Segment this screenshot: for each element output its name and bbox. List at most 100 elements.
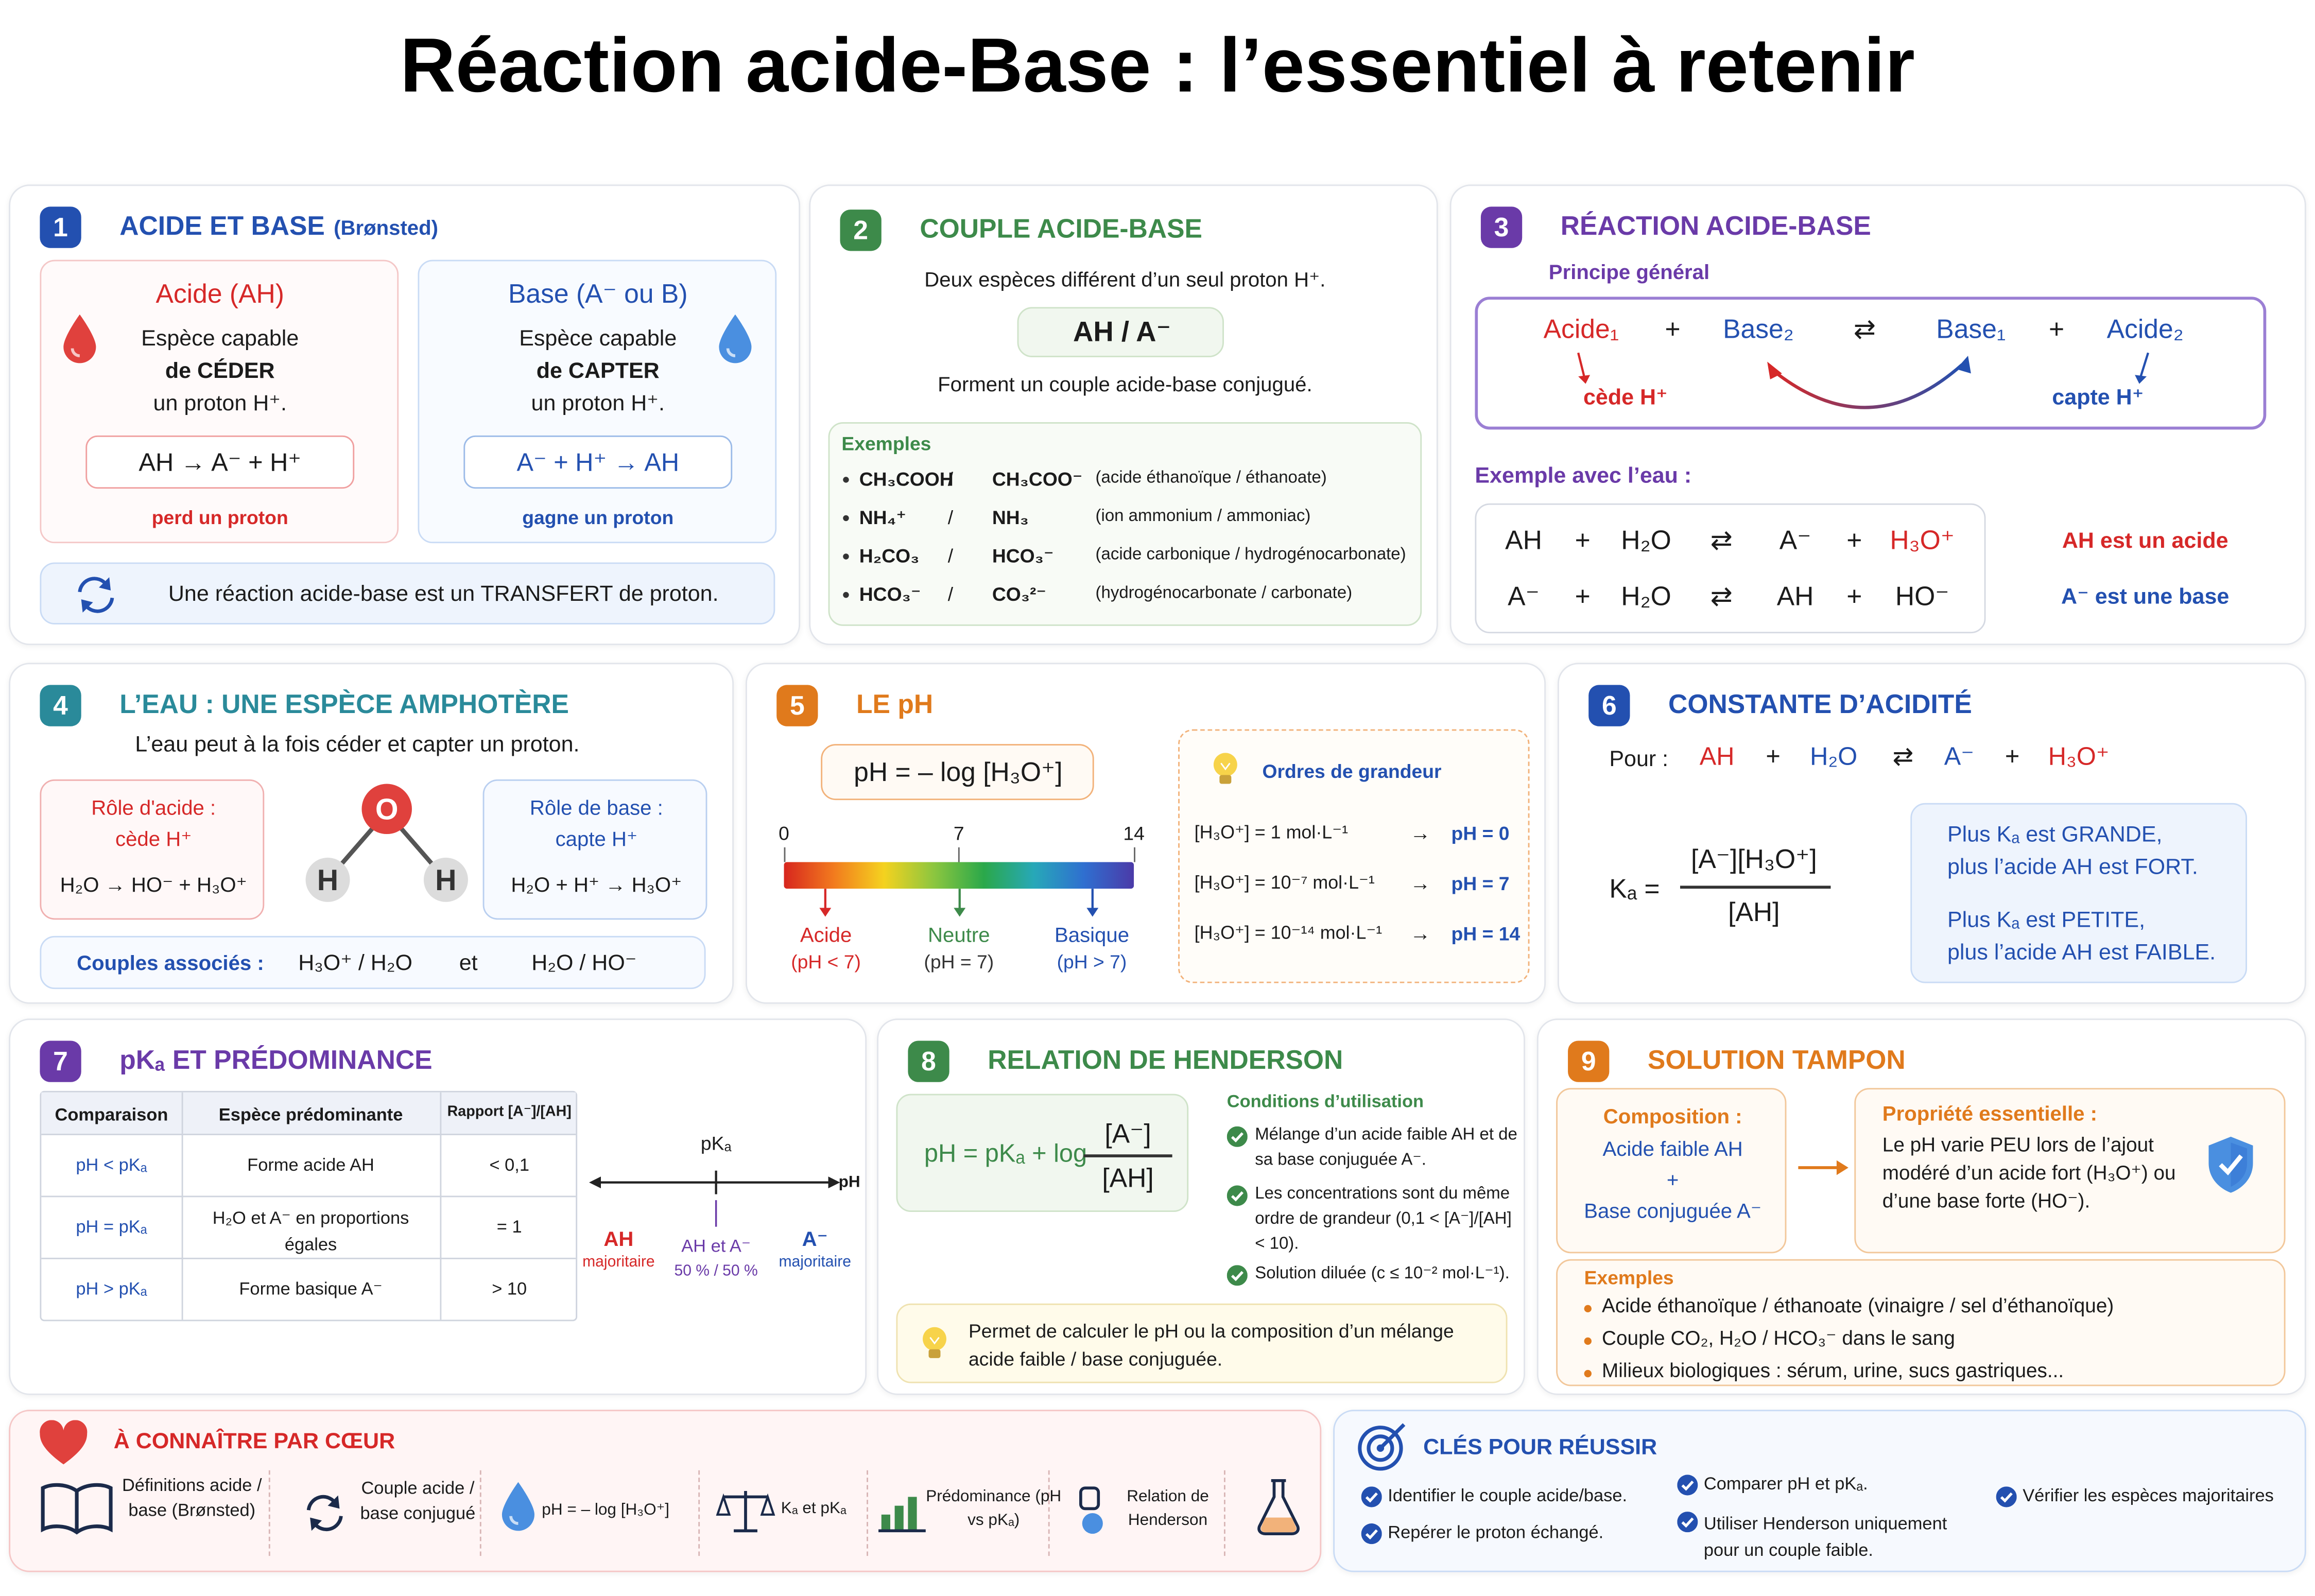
tick <box>958 847 960 862</box>
example-note: (acide éthanoïque / éthanoate) <box>1095 469 1327 488</box>
path <box>716 1493 775 1516</box>
memo-item: Prédominance (pH vs pKₐ) <box>926 1488 1062 1530</box>
note: A⁻ est une base <box>2061 584 2230 610</box>
svg <box>1361 1523 1382 1545</box>
role-action: capte H⁺ <box>555 826 638 851</box>
denominator: [AH] <box>1728 897 1780 927</box>
equation-term: Acide₂ <box>2106 314 2184 344</box>
table-cell: pH > pKₐ <box>76 1278 147 1299</box>
formula: pH = – log [H₃O⁺] <box>854 757 1063 787</box>
bullet <box>1584 1369 1592 1378</box>
examples-box: Exemples CH₃COOH / CH₃COO⁻ (acide éthanoïque… <box>828 422 1422 626</box>
atom: H <box>317 865 339 898</box>
conditions-title: Conditions d’utilisation <box>1226 1090 1424 1112</box>
takes: capte H⁺ <box>2052 385 2144 411</box>
arrow: → <box>1410 821 1431 845</box>
couple: H₃O⁺ / H₂O <box>298 950 413 976</box>
bulb-icon <box>915 1323 954 1364</box>
svg <box>1079 1486 1103 1534</box>
base: CO₃²⁻ <box>992 583 1047 605</box>
path <box>41 1483 113 1535</box>
table-rule <box>181 1092 183 1320</box>
panel: 3 RÉACTION ACIDE-BASE Principe général Aci… <box>1449 184 2306 646</box>
equation-term: ⇄ <box>1710 525 1733 556</box>
circle <box>923 1327 946 1351</box>
example: Couple CO₂, H₂O / HCO₃⁻ dans le sang <box>1602 1327 1955 1349</box>
example-box: AH + H₂O ⇄ A⁻ + H₃O⁺ A⁻ + H₂O ⇄ AH + HO⁻ <box>1475 503 1986 634</box>
examples-box: Exemples Acide éthanoïque / éthanoate (vi… <box>1556 1259 2286 1386</box>
polygon <box>2135 375 2147 384</box>
path <box>1220 762 1231 771</box>
concentration: [H₃O⁺] = 10⁻⁷ mol·L⁻¹ <box>1194 872 1375 893</box>
intro: L’eau peut à la fois céder et capter un … <box>135 732 580 757</box>
example-note: (ion ammonium / ammoniac) <box>1095 508 1311 526</box>
property-text: Le pH varie PEU lors de l’ajout modéré d… <box>1882 1134 2176 1212</box>
circle <box>1361 1523 1382 1545</box>
base: HCO₃⁻ <box>992 545 1054 567</box>
drop-icon <box>715 311 756 368</box>
panel: 8 RELATION DE HENDERSON pH = pKₐ + log [A⁻]… <box>877 1018 1525 1395</box>
circle <box>1213 753 1237 777</box>
section-title: CONSTANTE D’ACIDITÉ <box>1668 689 1972 719</box>
check-icon <box>1226 1265 1248 1286</box>
memo-item: Définitions acide / base (Brønsted) <box>122 1474 262 1521</box>
equation-term: + <box>2005 742 2020 771</box>
example: Acide éthanoïque / éthanoate (vinaigre /… <box>1602 1294 2114 1317</box>
polyline <box>1681 1480 1694 1491</box>
polygon <box>327 1495 340 1509</box>
section-title: LE pH <box>856 689 934 719</box>
bullet <box>843 515 849 522</box>
svg <box>41 1483 113 1535</box>
polygon <box>828 1176 840 1189</box>
memo-item: Relation de Henderson <box>1127 1488 1209 1530</box>
concentration: [H₃O⁺] = 1 mol·L⁻¹ <box>1194 822 1349 843</box>
svg <box>40 1420 88 1465</box>
panel: 7 pKₐ ET PRÉDOMINANCE Comparaison Espèce pr… <box>9 1018 867 1395</box>
principle-box: Acide₁ + Base₂ ⇄ Base₁ + Acide₂ cède H⁺ capte H⁺ <box>1475 297 2267 430</box>
zone-name: Neutre <box>928 923 990 946</box>
table-rule <box>440 1092 442 1320</box>
fraction-bar <box>1083 1154 1172 1157</box>
summary-text: Une réaction acide-base est un TRANSFERT… <box>168 581 719 607</box>
bulb-icon <box>1206 749 1245 787</box>
svg <box>78 577 114 613</box>
table-rule <box>41 1257 576 1259</box>
circle <box>1082 1513 1103 1534</box>
rule: plus l’acide AH est FORT. <box>1947 855 2198 880</box>
card-text: de CAPTER <box>536 358 660 384</box>
separator <box>867 1470 868 1556</box>
heart-icon <box>37 1420 90 1467</box>
conclusion: Forment un couple acide-base conjugué. <box>938 372 1312 396</box>
path <box>78 577 108 593</box>
equation-term: + <box>1766 742 1781 771</box>
equation-term: ⇄ <box>1710 581 1733 612</box>
polyline <box>1365 1492 1378 1503</box>
numerator: [A⁻] <box>1104 1119 1151 1149</box>
svg <box>1798 1160 1848 1175</box>
check-icon <box>1226 1126 1248 1147</box>
line <box>1577 352 1585 377</box>
section-header: ACIDE ET BASE (Brønsted) <box>119 211 438 242</box>
key-item: Identifier le couple acide/base. <box>1388 1485 1628 1506</box>
zone-range: (pH = 7) <box>924 950 994 973</box>
separator: / <box>947 467 954 490</box>
check-icon <box>1677 1512 1698 1533</box>
equation-term: H₂O <box>1621 525 1671 556</box>
path <box>1260 1517 1297 1533</box>
equation-term: H₂O <box>1810 742 1858 771</box>
panel: À CONNAÎTRE PAR CŒUR Définitions acide / … <box>9 1410 1322 1572</box>
svg <box>1361 1486 1382 1507</box>
keys-title: CLÉS POUR RÉUSSIR <box>1423 1435 1657 1460</box>
intro: Deux espèces différent d’un seul proton … <box>924 267 1326 291</box>
section-number: 3 <box>1480 206 1523 248</box>
tick-label: 14 <box>1123 822 1145 845</box>
section-title: RELATION DE HENDERSON <box>988 1045 1343 1075</box>
polyline <box>1231 1191 1244 1202</box>
property-box: Propriété essentielle : Le pH varie PEU l… <box>1854 1088 2286 1254</box>
couples-box: Couples associés : H₃O⁺ / H₂O et H₂O / HO⁻ <box>40 935 706 990</box>
ph-scale <box>784 862 1134 889</box>
table-header <box>41 1092 576 1134</box>
circle <box>1367 1434 1394 1462</box>
property-title: Propriété essentielle : <box>1882 1101 2098 1125</box>
equation-term: AH <box>1776 581 1814 612</box>
